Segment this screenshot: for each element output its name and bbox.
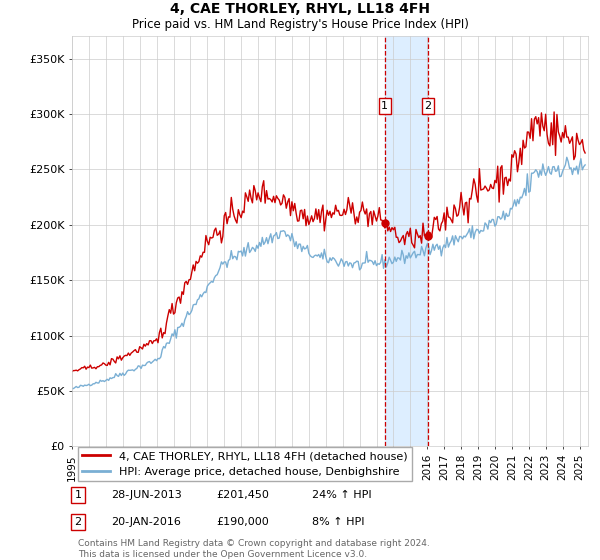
Text: 1: 1: [74, 490, 82, 500]
Text: 20-JAN-2016: 20-JAN-2016: [111, 517, 181, 527]
Text: 2: 2: [425, 101, 431, 111]
Text: 1: 1: [382, 101, 388, 111]
Text: 28-JUN-2013: 28-JUN-2013: [111, 490, 182, 500]
Text: Price paid vs. HM Land Registry's House Price Index (HPI): Price paid vs. HM Land Registry's House …: [131, 18, 469, 31]
Text: 24% ↑ HPI: 24% ↑ HPI: [312, 490, 371, 500]
Text: £190,000: £190,000: [216, 517, 269, 527]
Text: 4, CAE THORLEY, RHYL, LL18 4FH: 4, CAE THORLEY, RHYL, LL18 4FH: [170, 2, 430, 16]
Text: £201,450: £201,450: [216, 490, 269, 500]
Legend: 4, CAE THORLEY, RHYL, LL18 4FH (detached house), HPI: Average price, detached ho: 4, CAE THORLEY, RHYL, LL18 4FH (detached…: [77, 447, 412, 481]
Text: 2: 2: [74, 517, 82, 527]
Text: 8% ↑ HPI: 8% ↑ HPI: [312, 517, 365, 527]
Bar: [385, 36, 428, 446]
Text: Contains HM Land Registry data © Crown copyright and database right 2024.
This d: Contains HM Land Registry data © Crown c…: [78, 539, 430, 559]
